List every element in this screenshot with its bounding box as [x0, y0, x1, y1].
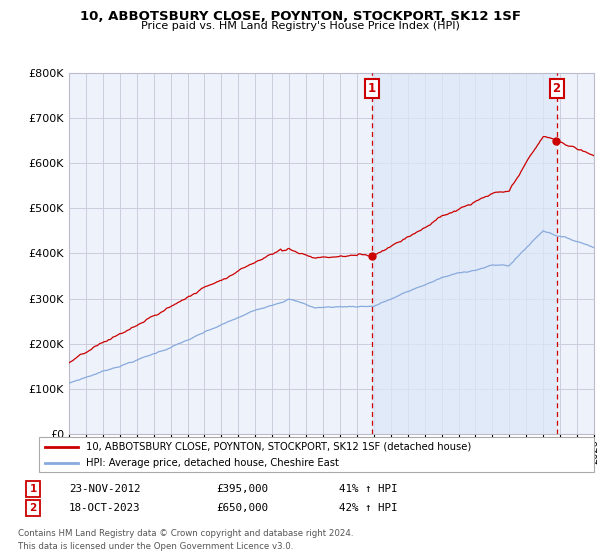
Text: £650,000: £650,000: [216, 503, 268, 513]
Text: 42% ↑ HPI: 42% ↑ HPI: [339, 503, 397, 513]
Text: 1: 1: [29, 484, 37, 494]
Text: 10, ABBOTSBURY CLOSE, POYNTON, STOCKPORT, SK12 1SF (detached house): 10, ABBOTSBURY CLOSE, POYNTON, STOCKPORT…: [86, 441, 472, 451]
Text: Contains HM Land Registry data © Crown copyright and database right 2024.: Contains HM Land Registry data © Crown c…: [18, 529, 353, 538]
Text: HPI: Average price, detached house, Cheshire East: HPI: Average price, detached house, Ches…: [86, 458, 339, 468]
Text: £395,000: £395,000: [216, 484, 268, 494]
Text: 2: 2: [553, 82, 560, 95]
Text: This data is licensed under the Open Government Licence v3.0.: This data is licensed under the Open Gov…: [18, 542, 293, 550]
Text: 41% ↑ HPI: 41% ↑ HPI: [339, 484, 397, 494]
Text: 1: 1: [368, 82, 376, 95]
FancyBboxPatch shape: [39, 437, 594, 472]
Text: Price paid vs. HM Land Registry's House Price Index (HPI): Price paid vs. HM Land Registry's House …: [140, 21, 460, 31]
Text: 18-OCT-2023: 18-OCT-2023: [69, 503, 140, 513]
Text: 10, ABBOTSBURY CLOSE, POYNTON, STOCKPORT, SK12 1SF: 10, ABBOTSBURY CLOSE, POYNTON, STOCKPORT…: [79, 10, 521, 23]
Text: 2: 2: [29, 503, 37, 513]
Text: 23-NOV-2012: 23-NOV-2012: [69, 484, 140, 494]
Bar: [372, 73, 557, 434]
